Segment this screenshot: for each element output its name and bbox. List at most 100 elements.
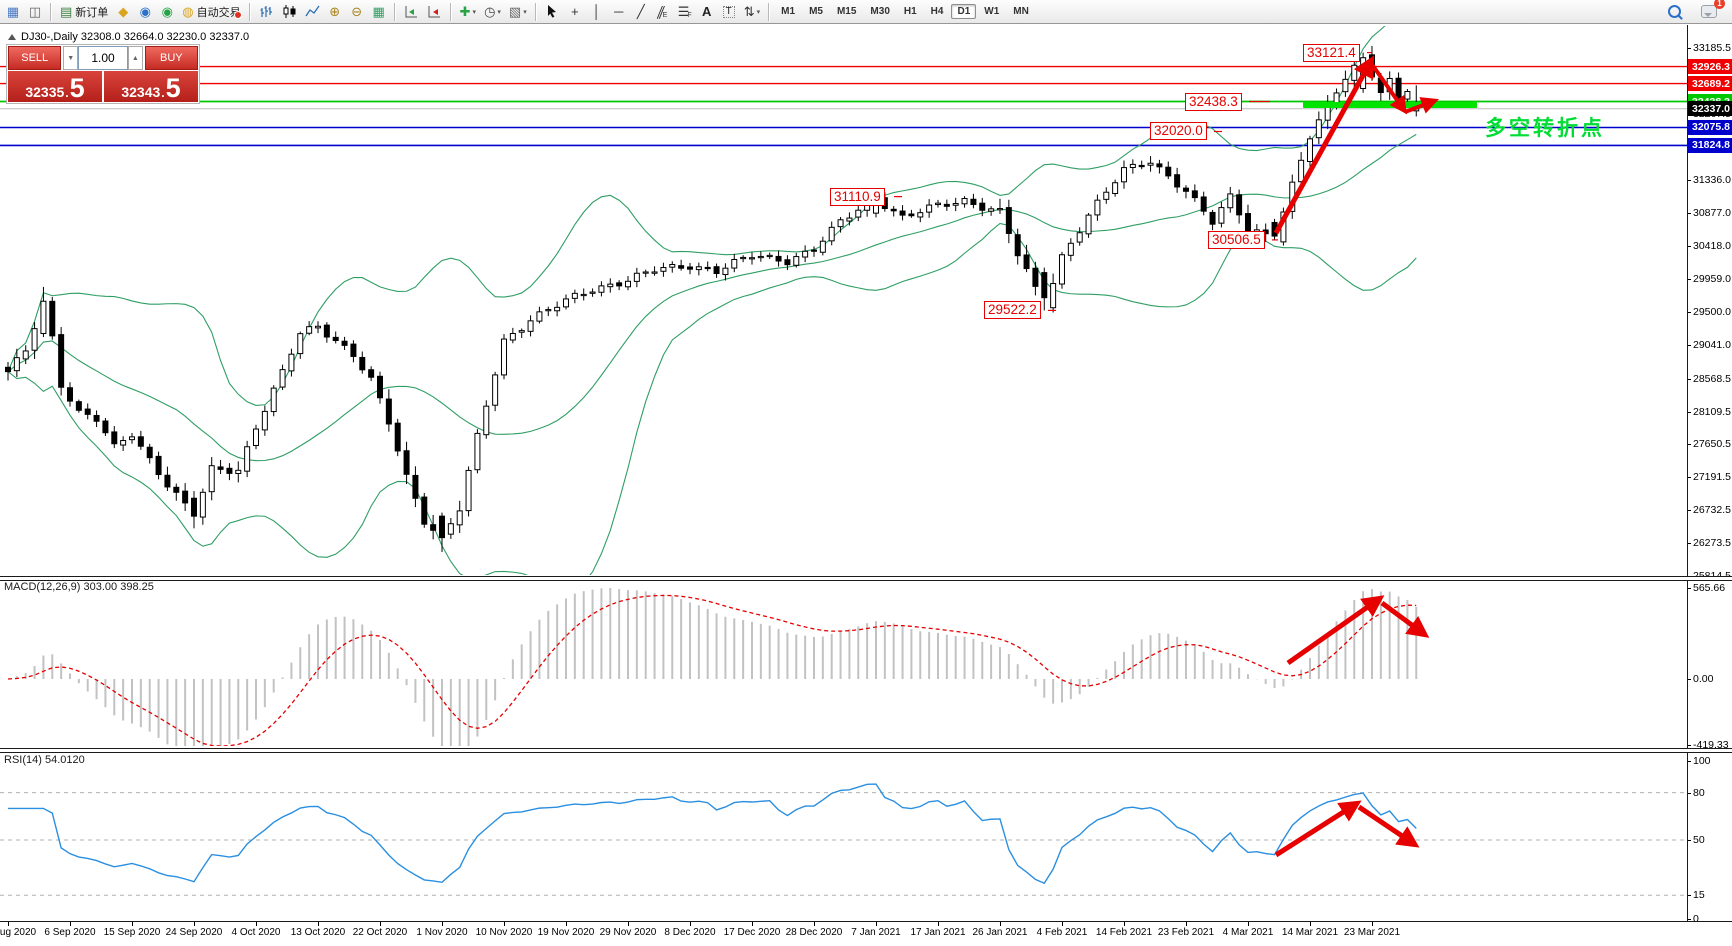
autotrade-status-dot: [233, 10, 242, 19]
toolbar-group: [400, 0, 446, 24]
trend-arrow-rsi-5[interactable]: [1274, 800, 1362, 858]
trend-arrow-rsi-6[interactable]: [1357, 804, 1420, 848]
zoom-in-button[interactable]: ⊕: [325, 2, 345, 22]
time-tick: [999, 922, 1001, 926]
chart-profile-button[interactable]: ◫: [25, 2, 45, 22]
time-tick: [1309, 922, 1311, 926]
price-annotation-33121.4[interactable]: 33121.4: [1303, 43, 1360, 62]
mql5-button[interactable]: ◆: [113, 2, 133, 22]
rsi-pane-splitter[interactable]: [0, 748, 1732, 753]
price-annotation-31110.9[interactable]: 31110.9: [830, 187, 885, 206]
price-flag-32337.0: 32337.0: [1688, 101, 1732, 117]
timeframe-h1[interactable]: H1: [903, 6, 917, 17]
trend-arrow-macd-3[interactable]: [1286, 595, 1385, 666]
line-chart-button[interactable]: [302, 2, 323, 22]
zoom-in-icon: ⊕: [329, 4, 341, 19]
tile-windows-icon: ▦: [372, 4, 385, 19]
time-label: 17 Dec 2020: [723, 927, 781, 938]
text-label-button[interactable]: T: [719, 2, 739, 22]
time-tick: [1061, 922, 1063, 926]
fibonacci-button[interactable]: ☰ F: [675, 2, 695, 22]
signals-button[interactable]: ◉: [157, 2, 177, 22]
trend-arrow-main-0[interactable]: [1273, 55, 1375, 235]
timeframe-m1[interactable]: M1: [781, 6, 796, 17]
one-click-trading-panel: SELL ▼ ▲ BUY 32335.5 32343.5: [6, 44, 200, 104]
crosshair-button[interactable]: +: [565, 2, 585, 22]
price-annotation-29522.2[interactable]: 29522.2: [984, 301, 1041, 320]
time-label: 24 Sep 2020: [165, 927, 223, 938]
volume-increase-button[interactable]: ▲: [128, 46, 143, 70]
trend-arrow-main-1[interactable]: [1369, 61, 1408, 115]
price-annotation-32020.0[interactable]: 32020.0: [1150, 122, 1207, 141]
new-order-button[interactable]: ▤ 新订单: [57, 2, 111, 22]
chart-shift-icon: [427, 4, 442, 19]
zoom-out-button[interactable]: ⊖: [347, 2, 367, 22]
tile-windows-button[interactable]: ▦: [369, 2, 389, 22]
trend-arrow-macd-4[interactable]: [1380, 600, 1430, 638]
support-highlight-bar[interactable]: [1303, 102, 1477, 108]
templates-button[interactable]: ▧ ▾: [506, 2, 530, 22]
price-annotation-30506.5[interactable]: 30506.5: [1208, 230, 1265, 249]
time-axis[interactable]: 27 Aug 2020 6 Sep 2020 15 Sep 2020 24 Sep 2…: [0, 921, 1732, 946]
trend-arrow-main-2[interactable]: [1404, 97, 1439, 114]
macd-label: MACD(12,26,9) 303.00 398.25: [4, 581, 154, 593]
turning-point-note[interactable]: 多空转折点: [1485, 117, 1605, 140]
new-order-icon: ▤: [60, 4, 73, 19]
timeframe-mn[interactable]: MN: [1013, 6, 1029, 17]
main-toolbar: ▦ ◫ ▤ 新订单 ◆ ◉ ◉ ◍ 自动交易 ⊕ ⊖ ▦ ✚ ▾ ◷ ▾ ▧ ▾ + │ ─ ╱ ∥ E ☰ F A T ⇅ ▾ M1 M5…: [0, 0, 1732, 24]
notifications-button[interactable]: 1: [1686, 0, 1725, 22]
timeframe-m30[interactable]: M30: [870, 6, 890, 17]
equidistant-channel-button[interactable]: ∥ E: [653, 2, 673, 22]
trend-arrows[interactable]: [894, 51, 1439, 858]
chevron-down-icon: ▾: [497, 8, 501, 16]
autotrade-button[interactable]: ◍ 自动交易: [179, 2, 243, 22]
price-annotation-32438.3[interactable]: 32438.3: [1185, 92, 1242, 111]
time-label: 22 Oct 2020: [352, 927, 408, 938]
trendline-button[interactable]: ╱: [631, 2, 651, 22]
sell-button[interactable]: SELL: [8, 46, 62, 70]
chart-header: DJ30-,Daily 32308.0 32664.0 32230.0 3233…: [8, 31, 249, 43]
price-axis[interactable]: 33185.532267.531795.031336.030877.030418…: [1687, 25, 1732, 925]
templates-icon: ▧: [508, 4, 522, 19]
text-button[interactable]: A: [697, 2, 717, 22]
timeframe-m15[interactable]: M15: [836, 6, 857, 17]
indicators-button[interactable]: ✚ ▾: [457, 2, 479, 22]
horizontal-line-button[interactable]: ─: [609, 2, 629, 22]
chart-shift-button[interactable]: [424, 2, 445, 22]
toolbar-separator: [393, 2, 396, 21]
time-label: 7 Jan 2021: [851, 927, 901, 938]
indicator-tick: 80: [1688, 787, 1732, 799]
time-tick: [689, 922, 691, 926]
timeframe-w1[interactable]: W1: [984, 6, 1000, 17]
macd-pane: [7, 588, 1418, 746]
candlestick-chart-button[interactable]: [279, 2, 300, 22]
macd-pane-splitter[interactable]: [0, 576, 1732, 581]
chart-window-icon: ▦: [6, 4, 20, 19]
indicators-icon: ✚: [459, 4, 471, 19]
time-label: 23 Mar 2021: [1343, 927, 1401, 938]
volume-decrease-button[interactable]: ▼: [63, 46, 78, 70]
search-button[interactable]: [1664, 2, 1684, 22]
text-icon: A: [702, 4, 712, 19]
timeframe-m5[interactable]: M5: [809, 6, 823, 17]
community-button[interactable]: ◉: [135, 2, 155, 22]
time-tick: [813, 922, 815, 926]
indicator-tick: 565.66: [1688, 582, 1732, 594]
chart-title-text: DJ30-,Daily 32308.0 32664.0 32230.0 3233…: [21, 31, 250, 43]
collapse-panel-icon[interactable]: [8, 34, 16, 40]
chart-window-button[interactable]: ▦: [3, 2, 23, 22]
vertical-line-button[interactable]: │: [587, 2, 607, 22]
timeframe-h4[interactable]: H4: [930, 6, 944, 17]
volume-input[interactable]: [78, 46, 128, 70]
time-label: 26 Jan 2021: [972, 927, 1028, 938]
auto-scroll-button[interactable]: [401, 2, 422, 22]
arrows-objects-button[interactable]: ⇅ ▾: [741, 2, 763, 22]
time-label: 4 Mar 2021: [1222, 927, 1274, 938]
buy-button[interactable]: BUY: [144, 46, 198, 70]
cursor-button[interactable]: [542, 2, 563, 22]
bar-chart-button[interactable]: [256, 2, 277, 22]
periods-button[interactable]: ◷ ▾: [481, 2, 504, 22]
timeframe-d1[interactable]: D1: [951, 4, 977, 19]
